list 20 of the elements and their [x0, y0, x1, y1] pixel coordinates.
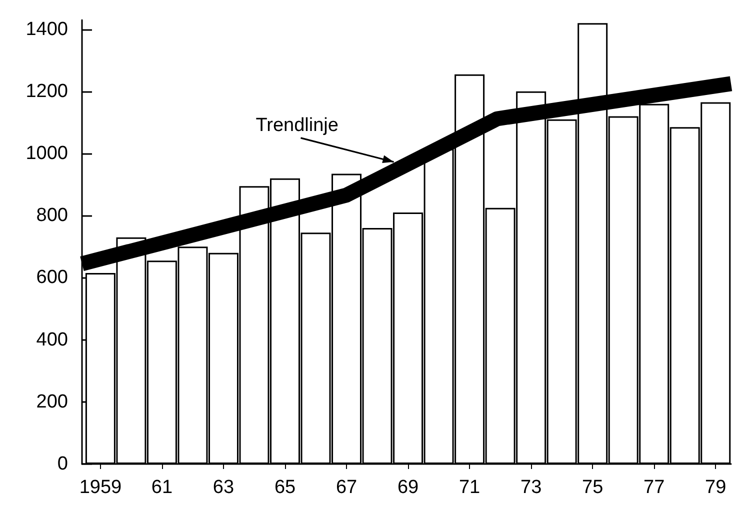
- x-tick-label: 75: [582, 477, 604, 498]
- x-tick-label: 71: [458, 477, 480, 498]
- y-tick-label: 600: [36, 267, 68, 288]
- x-tick-label: 67: [336, 477, 358, 498]
- x-tick-label: 69: [397, 477, 419, 498]
- x-tick-label: 61: [151, 477, 173, 498]
- y-tick-label: 1400: [26, 18, 68, 40]
- x-tick-label: 63: [212, 477, 234, 498]
- x-tick-label: 77: [644, 477, 665, 498]
- x-tick-label: 79: [705, 477, 726, 498]
- annotation: Trendlinje: [256, 114, 338, 136]
- y-tick-label: 800: [36, 205, 68, 226]
- y-tick-label: 200: [36, 391, 68, 412]
- y-tick-label: 0: [57, 454, 68, 474]
- x-tick-label: 65: [274, 477, 296, 498]
- x-tick-label: 73: [520, 477, 542, 498]
- y-tick-label: 1200: [26, 80, 68, 102]
- y-tick-label: 1000: [26, 143, 68, 164]
- y-tick-label: 400: [36, 329, 68, 350]
- x-tick-label: 1959: [79, 477, 122, 498]
